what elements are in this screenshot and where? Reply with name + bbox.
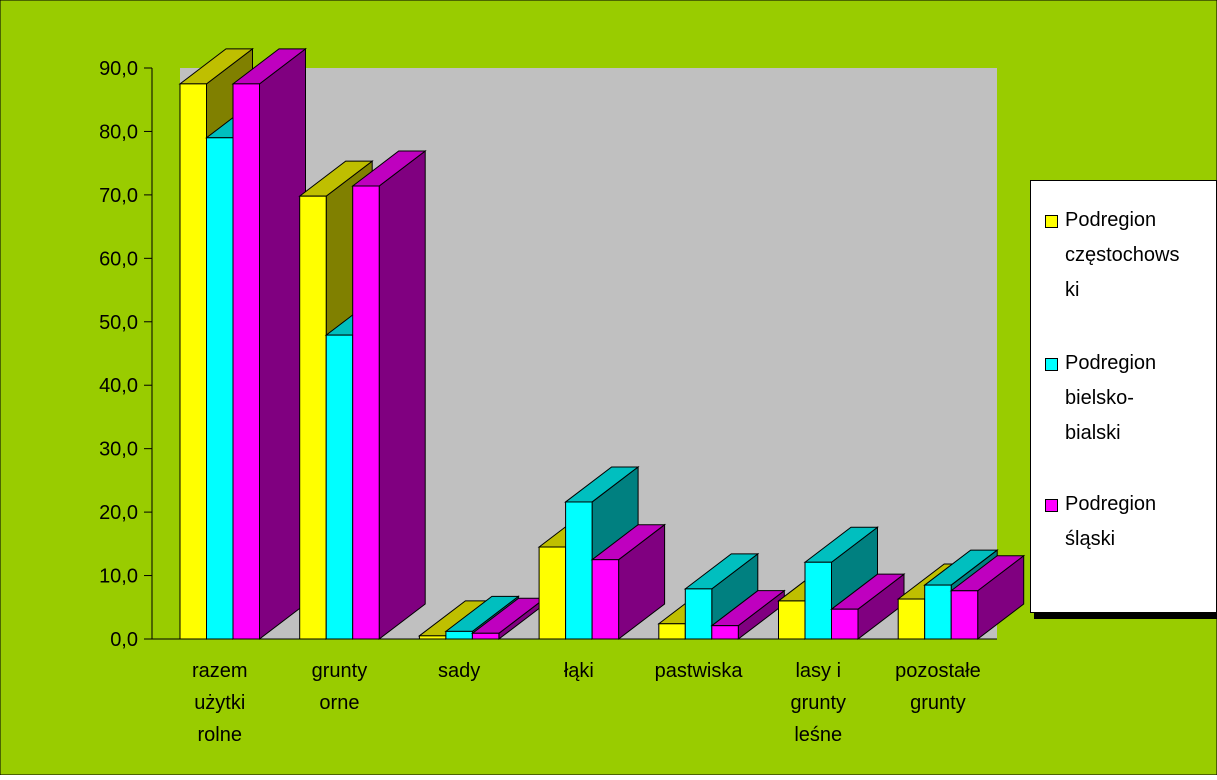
bar-front: [711, 625, 739, 640]
legend-label: Podregion bielsko- bialski: [1065, 352, 1157, 444]
bar-front: [658, 623, 686, 640]
legend-label: Podregion śląski: [1065, 493, 1157, 550]
bar: [590, 523, 667, 641]
bar: [949, 554, 1026, 641]
bar-front: [325, 334, 354, 640]
bar-front: [950, 590, 979, 640]
x-tick-label: grunty: [790, 692, 846, 714]
bar-front: [897, 598, 926, 640]
y-tick-label: 70,0: [99, 185, 138, 207]
legend-swatch-cyan: [1045, 358, 1058, 371]
y-tick-label: 90,0: [99, 58, 138, 80]
bar-front: [565, 501, 593, 640]
bar-front: [179, 83, 207, 640]
y-tick-label: 50,0: [99, 312, 138, 334]
bar: [351, 149, 427, 641]
y-tick-label: 40,0: [99, 375, 138, 397]
x-tick-label: sady: [438, 660, 480, 682]
x-tick-label: razem: [192, 660, 248, 682]
x-tick-label: grunty: [312, 660, 368, 682]
bars: [178, 47, 1026, 641]
bar-side: [378, 149, 426, 641]
y-tick-label: 0,0: [110, 629, 138, 651]
y-tick-label: 80,0: [99, 121, 138, 143]
bar: [231, 47, 307, 641]
x-tick-label: użytki: [194, 692, 245, 714]
y-tick-label: 60,0: [99, 248, 138, 270]
bar: [830, 573, 906, 641]
legend-label: Podregion częstochows ki: [1065, 209, 1180, 301]
bar: [470, 597, 547, 641]
y-tick-label: 20,0: [99, 502, 138, 524]
bar-front: [591, 559, 620, 640]
bar-front: [445, 630, 473, 640]
bar-front: [924, 584, 952, 640]
bar-front: [804, 561, 832, 640]
x-tick-label: pozostałe: [895, 660, 981, 682]
legend-shadow: [1034, 613, 1217, 619]
legend-swatch-yellow: [1045, 215, 1058, 228]
bar-front: [778, 600, 806, 640]
bar-front: [831, 608, 859, 640]
x-tick-label: lasy i: [795, 660, 841, 682]
bar-front: [232, 83, 260, 640]
bar-side: [259, 47, 306, 641]
x-tick-label: pastwiska: [655, 660, 744, 682]
bar-front: [299, 195, 327, 640]
x-tick-label: grunty: [910, 692, 966, 714]
x-tick-label: orne: [319, 692, 359, 714]
y-tick-label: 30,0: [99, 439, 138, 461]
bar: [710, 589, 786, 641]
bar-front: [684, 588, 713, 640]
x-tick-label: łąki: [564, 660, 594, 682]
bar-front: [352, 185, 380, 640]
y-tick-label: 10,0: [99, 566, 138, 588]
x-tick-label: rolne: [198, 724, 242, 746]
x-axis-labels: razem użytki rolne grunty orne sady łąki pastwi…: [192, 660, 981, 746]
bar-front: [471, 632, 500, 640]
x-tick-label: leśne: [794, 724, 842, 746]
axes: 0,0 10,0 20,0 30,0 40,0 50,0 60,0 70,0 80,0 90,0: [99, 58, 997, 651]
bar-front: [206, 137, 234, 640]
legend: Podregion częstochows ki Podregion biels…: [1030, 180, 1217, 613]
bar-front: [418, 635, 447, 640]
bar-front: [538, 546, 567, 640]
legend-swatch-magenta: [1045, 499, 1058, 512]
